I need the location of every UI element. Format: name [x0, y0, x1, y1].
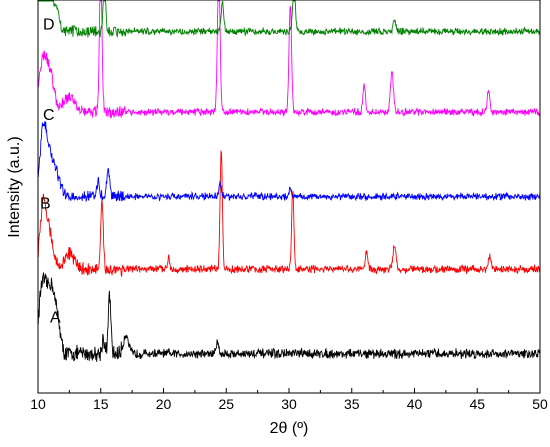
series-line-A: [37, 272, 541, 362]
x-axis-title: 2θ (º): [270, 420, 309, 437]
x-tick-label-30: 30: [281, 396, 297, 412]
series-line-B: [37, 149, 541, 277]
x-tick-label-50: 50: [532, 396, 548, 412]
x-tick-label-35: 35: [344, 396, 360, 412]
series-label-B: B: [40, 195, 51, 212]
series-line-D: [37, 0, 541, 119]
y-axis-title: Intensity (a.u.): [6, 136, 23, 237]
series-labels: ABCDE: [40, 17, 61, 327]
x-tick-label-45: 45: [469, 396, 485, 412]
series-label-D: D: [43, 17, 55, 34]
series-layer: [37, 0, 541, 362]
series-line-E: [38, 0, 541, 38]
x-tick-label-40: 40: [407, 396, 423, 412]
x-tick-label-20: 20: [156, 396, 172, 412]
x-tick-label-25: 25: [218, 396, 234, 412]
x-axis: 10 15 20 25 30 35 40 45 50: [30, 388, 548, 412]
series-label-C: C: [43, 107, 55, 124]
series-line-C: [37, 121, 541, 203]
x-tick-label-15: 15: [93, 396, 109, 412]
series-label-A: A: [50, 309, 61, 326]
x-tick-label-10: 10: [30, 396, 46, 412]
